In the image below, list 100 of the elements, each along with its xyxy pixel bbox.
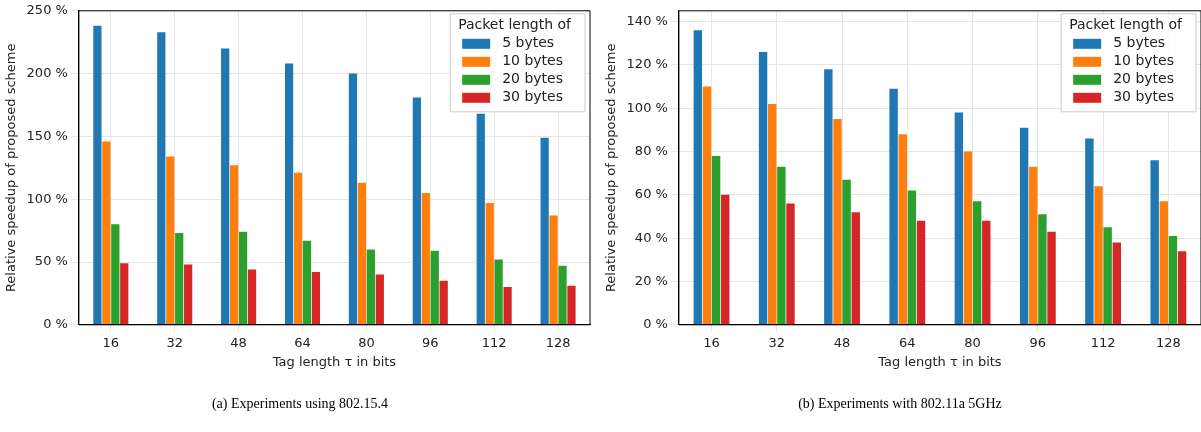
y-axis-title: Relative speedup of proposed scheme xyxy=(3,43,19,293)
text: (b) Experiments with 802.11a 5GHz xyxy=(797,396,1003,412)
y-tick-label: 100 % xyxy=(626,99,668,115)
x-tick-label: 64 xyxy=(294,334,311,350)
bar xyxy=(302,240,312,325)
bar xyxy=(842,179,851,325)
bar xyxy=(412,97,421,325)
bar xyxy=(889,88,898,325)
bar xyxy=(485,202,494,325)
bar xyxy=(558,265,567,325)
legend-title: Packet length of xyxy=(1069,16,1184,33)
bar xyxy=(1047,231,1056,325)
bar xyxy=(786,203,795,325)
bar xyxy=(1159,201,1168,325)
y-tick-label: 50 % xyxy=(34,253,68,269)
bar xyxy=(247,269,257,325)
legend-label: 20 bytes xyxy=(1113,70,1175,87)
x-tick-label: 48 xyxy=(833,334,851,350)
x-tick-label: 64 xyxy=(899,334,916,350)
legend-label: 20 bytes xyxy=(502,70,564,87)
x-tick-label: 32 xyxy=(768,334,786,350)
bar xyxy=(430,250,439,325)
bar xyxy=(777,166,786,325)
y-tick-label: 60 % xyxy=(634,186,668,202)
x-tick-label: 128 xyxy=(545,334,571,350)
bar xyxy=(375,274,384,325)
y-tick-label: 20 % xyxy=(634,272,668,288)
legend-label: 30 bytes xyxy=(502,88,564,105)
bar xyxy=(963,151,973,325)
bar xyxy=(898,134,907,325)
bar xyxy=(439,280,448,325)
x-tick-label: 128 xyxy=(1155,334,1181,350)
bar xyxy=(93,25,102,325)
bar xyxy=(721,194,730,325)
bar xyxy=(238,231,248,325)
bar xyxy=(1150,160,1159,325)
legend-label: 10 bytes xyxy=(502,52,564,69)
bar xyxy=(230,165,239,325)
x-tick-label: 16 xyxy=(703,334,720,350)
bar xyxy=(494,259,503,325)
bar xyxy=(833,119,842,325)
y-tick-label: 200 % xyxy=(26,64,68,80)
bar xyxy=(758,51,768,325)
x-tick-label: 96 xyxy=(1029,334,1047,350)
y-tick-label: 0 % xyxy=(43,316,68,332)
x-tick-label: 16 xyxy=(102,334,120,350)
bar xyxy=(1112,242,1122,325)
legend-label: 10 bytes xyxy=(1113,52,1175,69)
bar xyxy=(540,137,549,325)
x-axis-title: Tag length τ in bits xyxy=(271,353,397,369)
y-tick-label: 40 % xyxy=(634,229,668,245)
x-tick-label: 112 xyxy=(481,334,507,350)
bar xyxy=(157,32,166,325)
bar xyxy=(503,287,512,325)
legend-label: 30 bytes xyxy=(1113,88,1175,105)
y-tick-label: 80 % xyxy=(634,142,668,158)
bar xyxy=(102,141,111,325)
y-axis-title: Relative speedup of proposed scheme xyxy=(603,43,619,293)
bar xyxy=(702,86,712,325)
bar xyxy=(954,112,964,325)
x-tick-label: 32 xyxy=(166,334,183,350)
bar xyxy=(293,172,303,325)
bar xyxy=(221,48,230,325)
bar xyxy=(184,264,193,325)
bar xyxy=(567,285,576,325)
bar xyxy=(1103,227,1112,325)
y-tick-label: 150 % xyxy=(26,127,68,143)
y-tick-label: 100 % xyxy=(26,190,68,206)
bar xyxy=(284,63,294,325)
bar xyxy=(357,182,367,325)
y-tick-label: 140 % xyxy=(626,13,668,28)
bar xyxy=(120,263,129,325)
bar xyxy=(768,103,777,325)
bar xyxy=(348,73,358,325)
bar xyxy=(1085,138,1094,325)
bar xyxy=(111,224,120,325)
legend-title: Packet length of xyxy=(458,16,573,33)
bar xyxy=(972,201,982,325)
bar xyxy=(175,233,184,325)
bar xyxy=(711,155,721,325)
bar xyxy=(824,69,833,325)
bar xyxy=(366,249,375,325)
bar xyxy=(851,212,860,325)
x-tick-label: 96 xyxy=(422,334,439,350)
y-tick-label: 250 % xyxy=(26,2,68,18)
y-tick-label: 0 % xyxy=(643,316,668,332)
text: (a) Experiments using 802.15.4 xyxy=(210,396,390,412)
x-tick-label: 112 xyxy=(1090,334,1116,350)
bar xyxy=(549,215,558,325)
bar xyxy=(693,30,703,325)
bar xyxy=(907,190,917,325)
bar xyxy=(1168,236,1178,325)
bar xyxy=(1177,251,1187,325)
legend-label: 5 bytes xyxy=(1113,34,1166,51)
bar xyxy=(421,192,430,325)
legend-label: 5 bytes xyxy=(502,34,555,51)
bar xyxy=(476,113,485,325)
bar xyxy=(1094,186,1103,325)
bar xyxy=(166,156,175,325)
bar xyxy=(982,220,991,325)
